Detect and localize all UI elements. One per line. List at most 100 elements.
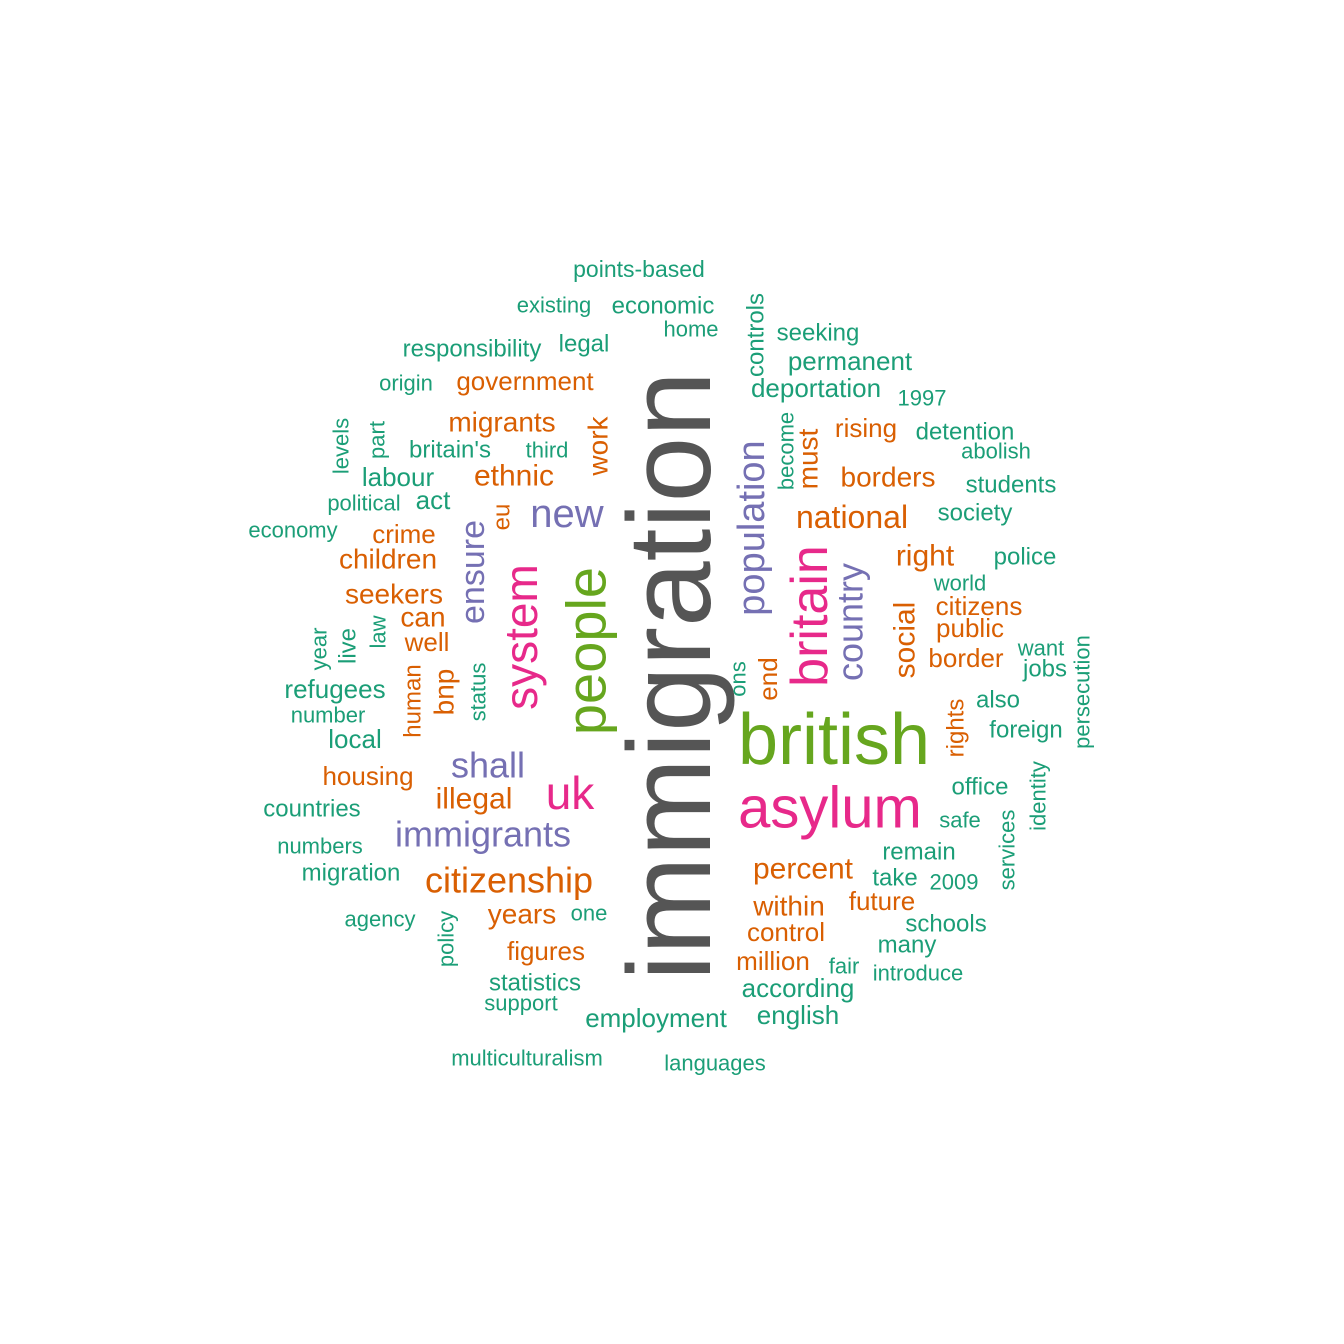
- word-citizens: citizens: [936, 591, 1023, 621]
- word-ons: ons: [726, 661, 751, 696]
- word-services: services: [995, 810, 1020, 891]
- word-police: police: [994, 544, 1057, 571]
- word-ensure: ensure: [454, 520, 492, 624]
- word-safe: safe: [939, 808, 981, 833]
- word-society: society: [938, 500, 1013, 527]
- word-origin: origin: [379, 371, 433, 396]
- word-english: english: [757, 1000, 839, 1030]
- word-third: third: [526, 438, 569, 463]
- word-human: human: [400, 664, 427, 737]
- word-britain: britain: [781, 545, 839, 687]
- word-1997: 1997: [898, 386, 947, 411]
- word-identity: identity: [1026, 761, 1051, 831]
- word-work: work: [583, 415, 614, 476]
- word-support: support: [484, 991, 557, 1016]
- word-one: one: [571, 901, 608, 926]
- word-live: live: [335, 628, 362, 664]
- word-world: world: [933, 571, 987, 596]
- word-million: million: [736, 946, 810, 976]
- word-shall: shall: [451, 745, 525, 786]
- word-economy: economy: [248, 518, 337, 543]
- word-rights: rights: [943, 699, 970, 758]
- word-border: border: [928, 643, 1003, 673]
- word-immigration: immigration: [604, 371, 736, 981]
- word-status: status: [466, 663, 491, 722]
- word-abolish: abolish: [961, 439, 1031, 464]
- word-languages: languages: [664, 1051, 766, 1076]
- word-children: children: [339, 544, 437, 575]
- word-country: country: [830, 563, 871, 681]
- word-local: local: [328, 724, 381, 754]
- word-refugees: refugees: [284, 674, 385, 704]
- word-political: political: [327, 491, 400, 516]
- word-end: end: [753, 657, 783, 700]
- word-year: year: [307, 628, 332, 671]
- word-detention: detention: [916, 419, 1015, 446]
- word-immigrants: immigrants: [395, 814, 571, 855]
- word-schools: schools: [905, 911, 986, 938]
- word-government: government: [456, 366, 594, 396]
- word-control: control: [747, 917, 825, 947]
- word-years: years: [488, 899, 556, 930]
- word-also: also: [976, 687, 1020, 714]
- word-seeking: seeking: [777, 320, 860, 347]
- word-british: british: [738, 700, 930, 780]
- word-want: want: [1017, 636, 1064, 661]
- word-points-based: points-based: [573, 256, 705, 282]
- word-statistics: statistics: [489, 970, 581, 997]
- word-eu: eu: [489, 504, 516, 531]
- word-multiculturalism: multiculturalism: [451, 1046, 603, 1071]
- word-levels: levels: [329, 418, 354, 474]
- word-existing: existing: [517, 293, 592, 318]
- word-labour: labour: [362, 462, 435, 492]
- word-bnp: bnp: [429, 669, 460, 716]
- word-people: people: [555, 567, 618, 735]
- word-asylum: asylum: [738, 776, 922, 841]
- word-employment: employment: [585, 1003, 727, 1033]
- word-population: population: [731, 440, 773, 615]
- word-seekers: seekers: [345, 579, 443, 610]
- word-uk: uk: [546, 767, 596, 819]
- word-migrants: migrants: [448, 407, 555, 438]
- word-rising: rising: [835, 413, 897, 443]
- word-housing: housing: [322, 761, 413, 791]
- word-right: right: [896, 540, 955, 573]
- word-national: national: [796, 499, 908, 535]
- word-future: future: [849, 886, 916, 916]
- word-law: law: [366, 615, 391, 648]
- word-economic: economic: [612, 293, 715, 320]
- word-foreign: foreign: [989, 717, 1062, 744]
- word-within: within: [752, 891, 825, 922]
- word-crime: crime: [372, 519, 436, 549]
- word-countries: countries: [263, 796, 360, 823]
- word-permanent: permanent: [788, 346, 913, 376]
- word-jobs: jobs: [1022, 656, 1067, 683]
- word-fair: fair: [829, 954, 860, 979]
- word-according: according: [742, 973, 855, 1003]
- word-must: must: [793, 428, 824, 489]
- word-social: social: [889, 602, 922, 679]
- word-new: new: [530, 492, 603, 536]
- word-system: system: [495, 564, 547, 710]
- word-act: act: [416, 485, 451, 515]
- word-figures: figures: [507, 936, 585, 966]
- word-controls: controls: [743, 293, 770, 377]
- word-citizenship: citizenship: [425, 860, 593, 901]
- word-well: well: [404, 627, 450, 657]
- word-numbers: numbers: [277, 834, 363, 859]
- word-responsibility: responsibility: [403, 336, 542, 363]
- word-public: public: [936, 613, 1004, 643]
- word-part: part: [365, 421, 390, 459]
- word-illegal: illegal: [436, 783, 513, 816]
- word-policy: policy: [434, 911, 459, 967]
- word-2009: 2009: [930, 870, 979, 895]
- word-can: can: [400, 602, 445, 633]
- word-deportation: deportation: [751, 373, 881, 403]
- word-introduce: introduce: [873, 961, 964, 986]
- word-take: take: [872, 865, 917, 892]
- word-home: home: [663, 317, 718, 342]
- word-remain: remain: [882, 839, 955, 866]
- word-legal: legal: [559, 331, 610, 358]
- word-persecution: persecution: [1070, 635, 1095, 749]
